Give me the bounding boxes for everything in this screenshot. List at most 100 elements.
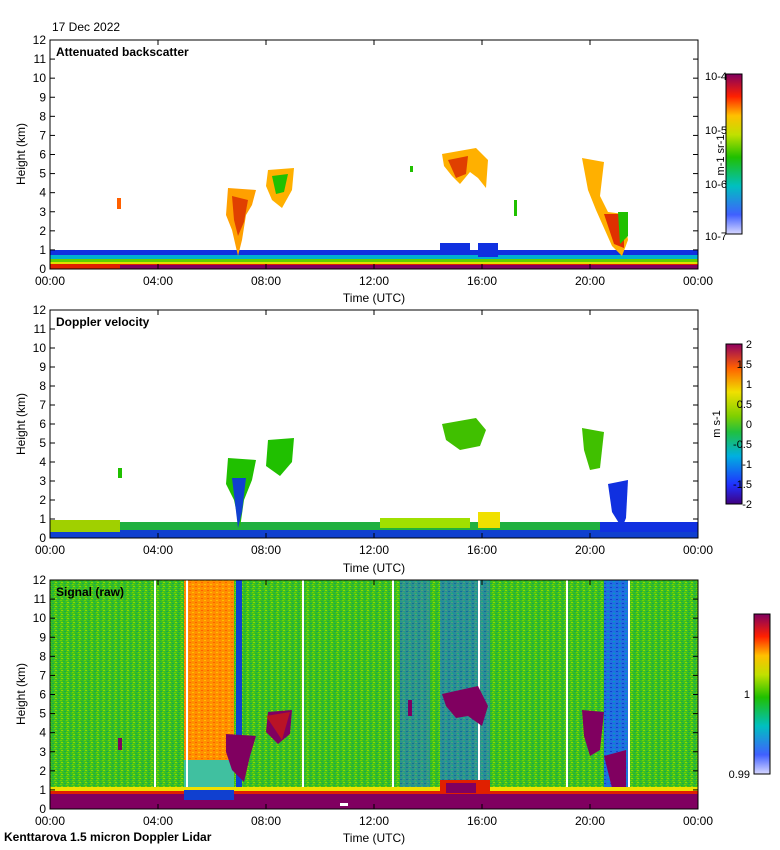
blue-band (400, 580, 430, 809)
cloud-low-1 (440, 243, 470, 255)
bl-green (50, 259, 698, 263)
x-tick-label: 00:00 (35, 543, 65, 557)
y-tick-label: 3 (39, 474, 46, 488)
gap-line (154, 580, 156, 809)
x-axis-label: Time (UTC) (343, 831, 405, 845)
y-tick-label: 11 (34, 52, 47, 66)
x-tick-label: 08:00 (251, 274, 281, 288)
x-tick-label: 00:00 (35, 814, 65, 828)
colorbar-tick: 1 (744, 689, 750, 701)
cloud (582, 428, 604, 470)
cloud (118, 738, 122, 750)
colorbar-tick: 0 (746, 419, 752, 431)
y-tick-label: 0 (39, 262, 46, 276)
cloud (442, 686, 488, 726)
gap-line (302, 580, 304, 809)
y-tick-label: 8 (39, 649, 46, 663)
colorbar-label: m-1 sr-1 (715, 135, 727, 176)
y-tick-label: 3 (39, 745, 46, 759)
plot-area (50, 310, 698, 538)
y-tick-label: 1 (39, 243, 46, 257)
surface-gap (340, 803, 348, 806)
plot-area (50, 40, 698, 269)
y-tick-label: 10 (33, 71, 47, 85)
x-axis-label: Time (UTC) (343, 561, 405, 575)
high-signal-column (184, 580, 234, 790)
y-axis-label: Height (km) (14, 663, 28, 725)
y-tick-label: 1 (39, 512, 46, 526)
cloud (410, 166, 413, 172)
x-tick-label: 20:00 (575, 274, 605, 288)
colorbar-tick: -0.5 (733, 439, 752, 451)
y-tick-label: 11 (34, 592, 47, 606)
surface-blue (184, 790, 234, 800)
y-tick-label: 11 (34, 322, 47, 336)
bl-purple (120, 265, 698, 269)
station-label: Kenttarova 1.5 micron Doppler Lidar (4, 830, 212, 844)
x-tick-label: 20:00 (575, 814, 605, 828)
cloud-low-2 (478, 243, 498, 257)
colorbar-ticks: 2 1.5 1 0.5 0 -0.5 -1 -1.5 -2 (733, 339, 752, 511)
colorbar-tick: 0.5 (737, 399, 752, 411)
y-tick-label: 5 (39, 167, 46, 181)
cloud (408, 700, 412, 716)
y-tick-label: 3 (39, 205, 46, 219)
y-tick-label: 9 (39, 360, 46, 374)
cloud (618, 212, 628, 244)
x-tick-label: 00:00 (683, 543, 713, 557)
colorbar-tick: -1 (742, 459, 752, 471)
x-tick-label: 16:00 (467, 543, 497, 557)
bl-yellowish (50, 520, 120, 532)
cloud (272, 174, 288, 194)
cloud (514, 200, 517, 216)
x-tick-label: 16:00 (467, 274, 497, 288)
y-tick-label: 4 (39, 726, 46, 740)
cloud (266, 438, 294, 476)
x-tick-label: 16:00 (467, 814, 497, 828)
colorbar-tick: 1.5 (737, 359, 752, 371)
panel-title: Attenuated backscatter (56, 45, 189, 59)
colorbar-tick: 10-4 (705, 71, 727, 83)
x-tick-label: 12:00 (359, 274, 389, 288)
cloud (608, 480, 628, 528)
y-tick-label: 0 (39, 802, 46, 816)
cloud (232, 196, 248, 236)
y-tick-label: 0 (39, 531, 46, 545)
colorbar (725, 343, 743, 505)
cloud (604, 750, 626, 796)
gap-line (628, 580, 630, 809)
colorbar-tick: -2 (742, 499, 752, 511)
cloud (448, 156, 468, 178)
surface-yellow (50, 787, 698, 791)
x-tick-label: 12:00 (359, 543, 389, 557)
y-tick-label: 6 (39, 148, 46, 162)
y-tick-label: 9 (39, 630, 46, 644)
y-tick-label: 12 (33, 303, 47, 317)
y-tick-label: 7 (39, 668, 46, 682)
y-tick-label: 10 (33, 611, 47, 625)
y-tick-label: 7 (39, 128, 46, 142)
surface-red (50, 790, 698, 794)
cloud (232, 478, 246, 528)
x-tick-label: 00:00 (35, 274, 65, 288)
cloud (117, 198, 121, 209)
x-tick-label: 00:00 (683, 274, 713, 288)
y-tick-label: 5 (39, 707, 46, 721)
gap-line (186, 580, 188, 809)
x-tick-label: 20:00 (575, 543, 605, 557)
colorbar (753, 613, 771, 775)
colorbar-tick: -1.5 (733, 479, 752, 491)
y-tick-label: 8 (39, 379, 46, 393)
y-tick-label: 9 (39, 90, 46, 104)
x-axis-label: Time (UTC) (343, 291, 405, 305)
y-tick-label: 12 (33, 33, 47, 47)
colorbar-tick: 10-5 (705, 125, 727, 137)
y-tick-label: 2 (39, 493, 46, 507)
panel-title: Signal (raw) (56, 585, 124, 599)
